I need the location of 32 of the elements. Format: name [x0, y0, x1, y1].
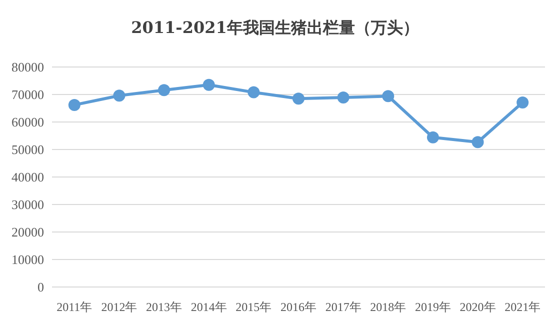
x-tick-label: 2014年	[190, 300, 227, 314]
y-tick-label: 70000	[12, 87, 44, 102]
x-tick-label: 2020年	[460, 300, 496, 314]
x-tick-label: 2019年	[414, 300, 451, 314]
y-tick-label: 10000	[12, 252, 44, 268]
y-tick-label: 40000	[12, 170, 44, 185]
point	[248, 86, 260, 98]
y-tick-label: 0	[38, 280, 44, 295]
point	[426, 131, 439, 144]
y-tick-label: 30000	[12, 197, 44, 212]
point	[68, 98, 80, 111]
chart-title: 2011-2021年我国生猪出栏量（万头）	[131, 18, 419, 37]
point	[337, 92, 350, 104]
point	[292, 92, 304, 105]
point	[202, 78, 215, 91]
point	[382, 90, 394, 102]
point	[113, 90, 126, 102]
x-tick-label: 2015年	[236, 300, 272, 314]
x-tick-label: 2013年	[146, 300, 182, 314]
y-tick-label: 50000	[12, 142, 44, 158]
y-tick-label: 60000	[12, 114, 44, 130]
x-tick-label: 2018年	[370, 300, 406, 314]
y-tick-label: 20000	[12, 224, 44, 240]
x-tick-label: 2012年	[101, 300, 138, 314]
y-tick-label: 80000	[12, 60, 44, 75]
x-tick-label: 2016年	[280, 300, 316, 314]
point	[158, 84, 170, 96]
point	[472, 136, 484, 148]
x-tick-label: 2011年	[56, 300, 92, 314]
x-tick-label: 2021年	[504, 300, 541, 314]
x-tick-label: 2017年	[325, 300, 362, 314]
point	[516, 96, 529, 108]
